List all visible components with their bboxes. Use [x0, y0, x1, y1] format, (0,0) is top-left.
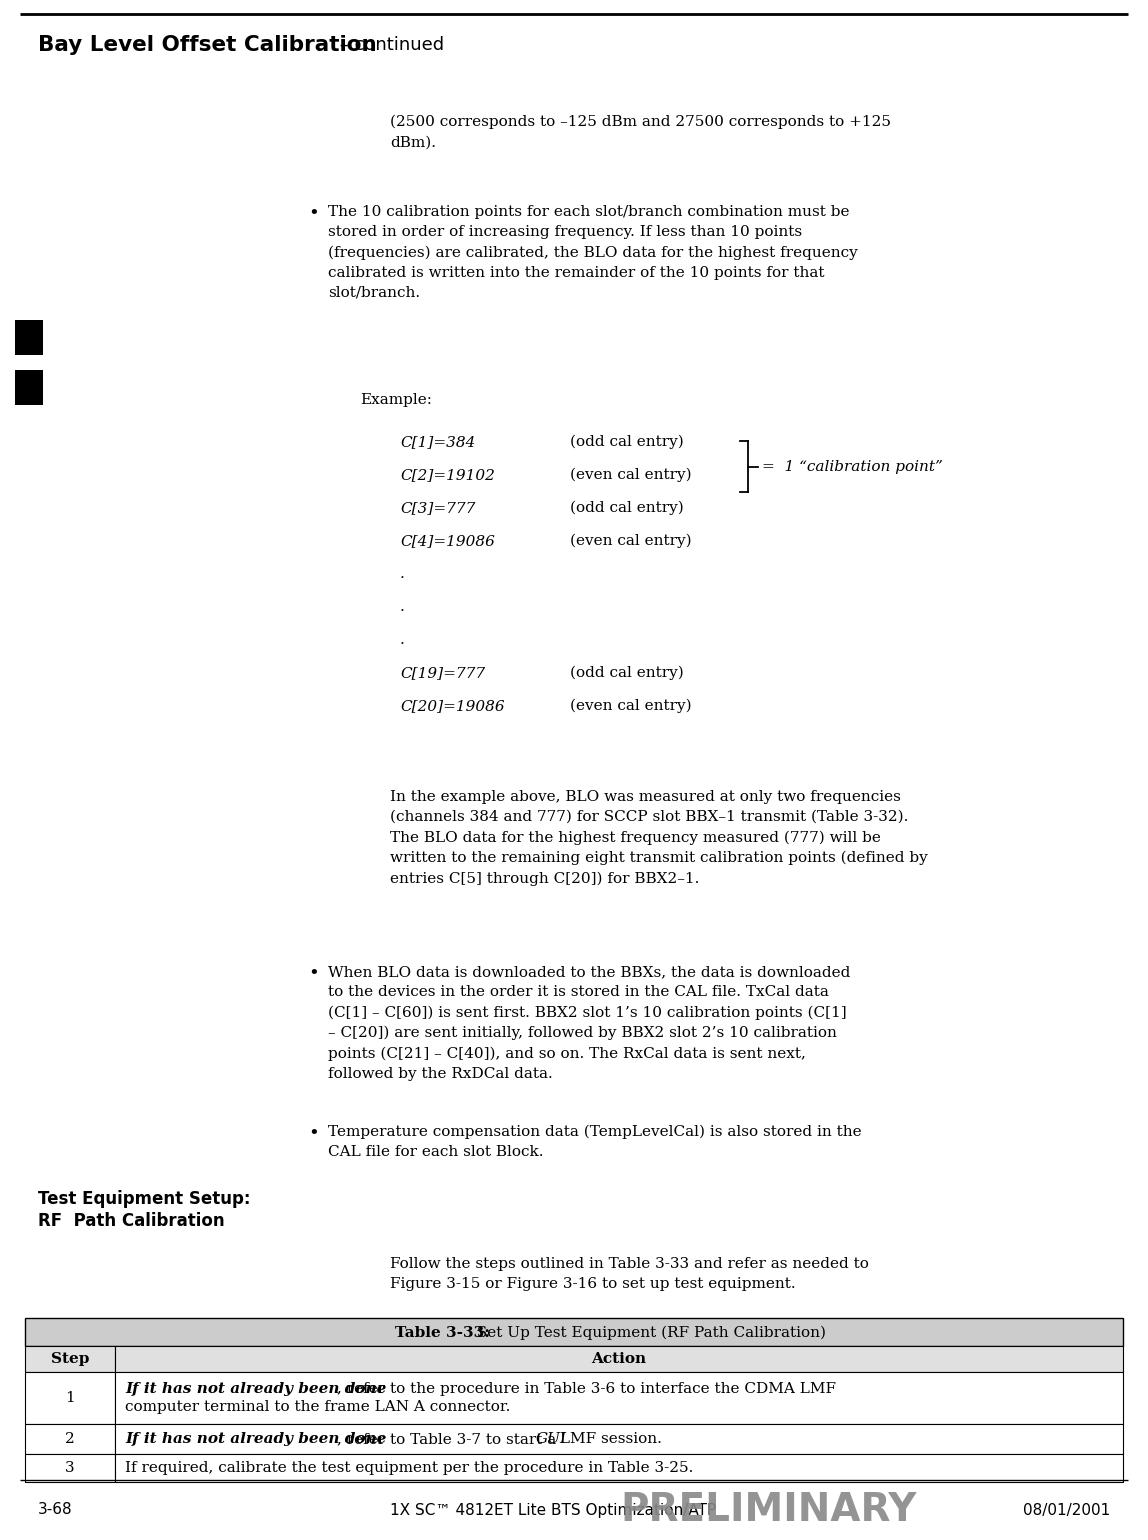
Text: The 10 calibration points for each slot/branch combination must be
stored in ord: The 10 calibration points for each slot/… [328, 205, 858, 300]
Text: RF  Path Calibration: RF Path Calibration [38, 1212, 225, 1230]
Text: .: . [400, 601, 405, 614]
Text: (even cal entry): (even cal entry) [571, 699, 691, 713]
Text: •: • [308, 966, 319, 983]
Text: (even cal entry): (even cal entry) [571, 468, 691, 482]
Text: 1X SC™ 4812ET Lite BTS Optimization/ATP: 1X SC™ 4812ET Lite BTS Optimization/ATP [390, 1503, 716, 1517]
Text: LMF session.: LMF session. [556, 1432, 662, 1446]
Text: – continued: – continued [334, 35, 444, 54]
Text: Example:: Example: [360, 393, 432, 407]
Text: 3: 3 [22, 330, 37, 350]
Text: In the example above, BLO was measured at only two frequencies
(channels 384 and: In the example above, BLO was measured a… [390, 790, 928, 885]
Text: (even cal entry): (even cal entry) [571, 534, 691, 548]
Bar [25, 1454, 115, 1481]
Text: Table 3-33:: Table 3-33: [395, 1326, 489, 1340]
Text: When BLO data is downloaded to the BBXs, the data is downloaded
to the devices i: When BLO data is downloaded to the BBXs,… [328, 966, 851, 1081]
Bar [115, 1424, 1123, 1454]
Bar [25, 1372, 115, 1425]
Text: Step: Step [51, 1352, 90, 1366]
Text: , refer to Table 3-7 to start a: , refer to Table 3-7 to start a [338, 1432, 561, 1446]
Text: C[2]=19102: C[2]=19102 [400, 468, 495, 482]
Text: C[4]=19086: C[4]=19086 [400, 534, 495, 548]
Text: GUI: GUI [536, 1432, 567, 1446]
Text: 2: 2 [65, 1432, 75, 1446]
Bar [25, 1424, 115, 1454]
Text: C[3]=777: C[3]=777 [400, 500, 475, 514]
Text: 08/01/2001: 08/01/2001 [1023, 1503, 1110, 1517]
Text: =  1 “calibration point”: = 1 “calibration point” [762, 459, 943, 473]
Text: , refer to the procedure in Table 3-6 to interface the CDMA LMF: , refer to the procedure in Table 3-6 to… [338, 1381, 837, 1395]
Text: If required, calibrate the test equipment per the procedure in Table 3-25.: If required, calibrate the test equipmen… [125, 1461, 693, 1475]
Text: If it has not already been done: If it has not already been done [125, 1381, 387, 1395]
Text: Bay Level Offset Calibration: Bay Level Offset Calibration [38, 35, 377, 55]
Text: .: . [400, 633, 405, 647]
Bar [25, 1318, 1123, 1346]
Text: Follow the steps outlined in Table 3-33 and refer as needed to
Figure 3-15 or Fi: Follow the steps outlined in Table 3-33 … [390, 1257, 869, 1291]
Bar [25, 1346, 115, 1372]
Bar [115, 1346, 1123, 1372]
Text: (2500 corresponds to –125 dBm and 27500 corresponds to +125
dBm).: (2500 corresponds to –125 dBm and 27500 … [390, 116, 891, 149]
Text: C[19]=777: C[19]=777 [400, 665, 486, 681]
Bar [15, 320, 42, 356]
Text: •: • [308, 205, 319, 223]
Bar [115, 1454, 1123, 1481]
Text: 3-68: 3-68 [38, 1503, 72, 1517]
Text: •: • [308, 1126, 319, 1143]
Text: (odd cal entry): (odd cal entry) [571, 665, 684, 681]
Text: Temperature compensation data (TempLevelCal) is also stored in the
CAL file for : Temperature compensation data (TempLevel… [328, 1126, 862, 1160]
Text: C[20]=19086: C[20]=19086 [400, 699, 505, 713]
Text: Test Equipment Setup:: Test Equipment Setup: [38, 1190, 250, 1207]
Text: 3: 3 [65, 1461, 75, 1475]
Text: computer terminal to the frame LAN A connector.: computer terminal to the frame LAN A con… [125, 1400, 511, 1414]
Text: 1: 1 [65, 1391, 75, 1404]
Text: PRELIMINARY: PRELIMINARY [620, 1491, 916, 1529]
Text: .: . [400, 567, 405, 581]
Text: Action: Action [591, 1352, 646, 1366]
Text: If it has not already been done: If it has not already been done [125, 1432, 387, 1446]
Bar [15, 370, 42, 405]
Text: (odd cal entry): (odd cal entry) [571, 434, 684, 450]
Bar [115, 1372, 1123, 1425]
Text: C[1]=384: C[1]=384 [400, 434, 475, 450]
Text: (odd cal entry): (odd cal entry) [571, 500, 684, 516]
Text: Set Up Test Equipment (RF Path Calibration): Set Up Test Equipment (RF Path Calibrati… [472, 1326, 825, 1340]
